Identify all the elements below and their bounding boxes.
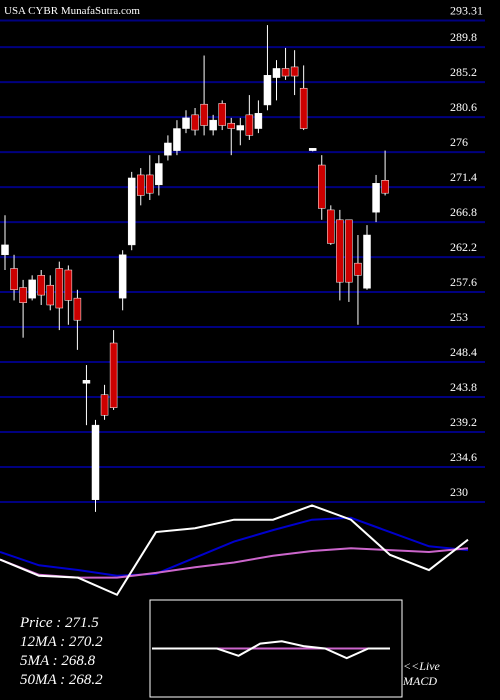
y-tick-label: 280.6 (450, 100, 477, 114)
candle-body (327, 209, 335, 244)
candle-body (10, 268, 18, 291)
candle-body (82, 380, 91, 384)
candle-body (200, 103, 208, 126)
candle-body (372, 183, 380, 213)
candle-body (191, 114, 199, 131)
candle-body (299, 87, 308, 129)
candle-body (263, 75, 272, 106)
macd-box (149, 599, 403, 698)
y-tick-label: 234.6 (450, 450, 477, 464)
y-tick-label: 248.4 (450, 345, 477, 359)
y-tick-label: 243.8 (450, 380, 477, 394)
candle-body (137, 174, 145, 196)
candle-body (236, 125, 245, 131)
y-tick-label: 230 (450, 485, 468, 499)
indicator-line (0, 504, 469, 597)
candle-body (272, 68, 281, 78)
y-tick-label: 253 (450, 310, 468, 324)
candle-body (363, 234, 371, 289)
candle-body (354, 262, 362, 276)
candle-body (254, 113, 263, 129)
info-label: 5MA : 268.8 (20, 653, 96, 669)
candle-body (19, 287, 27, 303)
y-tick-label: 239.2 (450, 415, 477, 429)
info-label: 12MA : 270.2 (20, 634, 103, 650)
candle-body (290, 66, 299, 77)
info-label: Price : 271.5 (19, 615, 99, 631)
candle-body (64, 269, 73, 301)
candle-body (127, 177, 136, 246)
candle-body (118, 254, 127, 299)
candle-body (55, 268, 64, 309)
candle-body (28, 279, 36, 299)
candle-body (318, 164, 326, 209)
candle-body (37, 275, 45, 296)
info-label: 50MA : 268.2 (20, 672, 103, 688)
macd-label: <<Live (403, 659, 441, 673)
candle-body (164, 142, 172, 156)
candle-body (209, 119, 217, 131)
indicator-line (0, 516, 469, 577)
y-tick-label: 293.31 (450, 3, 483, 17)
candle-body (155, 163, 163, 186)
candle-body (345, 219, 353, 283)
candle-body (381, 180, 389, 194)
chart-title: USA CYBR MunafaSutra.com (4, 5, 140, 17)
y-tick-label: 271.4 (450, 170, 477, 184)
candle-body (100, 394, 109, 416)
indicator-line (0, 547, 469, 579)
macd-label: MACD (402, 674, 437, 688)
candle-body (146, 174, 154, 194)
candle-body (336, 219, 344, 283)
y-tick-label: 285.2 (450, 65, 477, 79)
y-tick-label: 276 (450, 135, 468, 149)
indicator-line (152, 640, 390, 660)
y-tick-label: 289.8 (450, 30, 477, 44)
candle-body (73, 297, 82, 321)
y-tick-label: 257.6 (450, 275, 477, 289)
candle-body (91, 424, 100, 500)
y-tick-label: 266.8 (450, 205, 477, 219)
candle-body (173, 128, 181, 151)
candle-body (281, 68, 290, 77)
candle-body (46, 284, 54, 306)
candle-body (218, 103, 226, 126)
candle-body (109, 342, 118, 408)
candle-body (227, 122, 235, 129)
candle-body (182, 117, 190, 129)
candle-body (1, 244, 9, 256)
candle-body (308, 148, 317, 151)
y-tick-label: 262.2 (450, 240, 477, 254)
candle-body (245, 114, 254, 136)
